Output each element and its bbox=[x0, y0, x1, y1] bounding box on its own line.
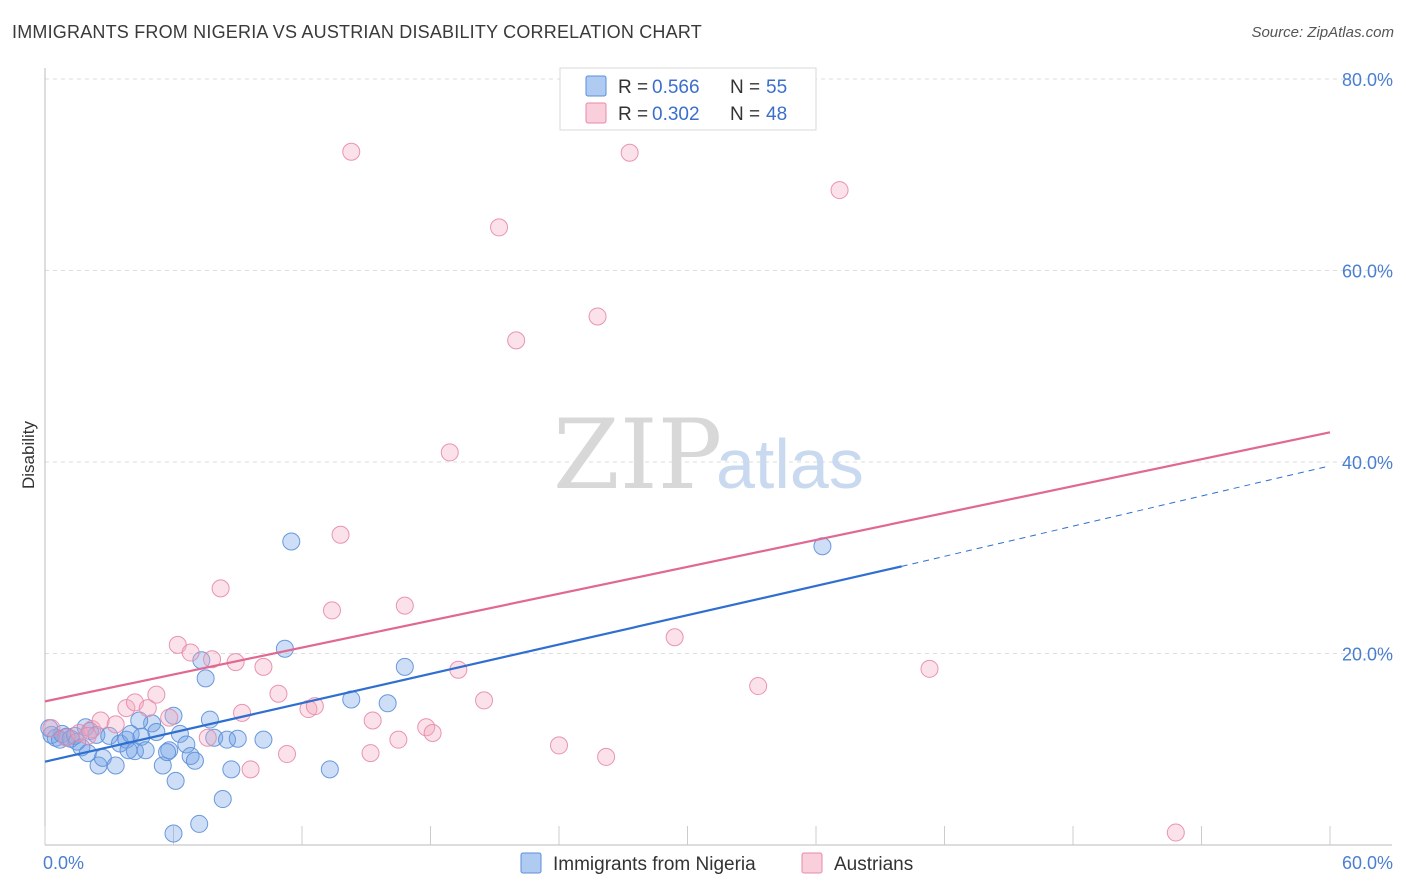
point-austrians-36 bbox=[490, 218, 509, 237]
series-legend-label-nigeria: Immigrants from Nigeria bbox=[553, 854, 756, 875]
point-austrians-39 bbox=[588, 307, 607, 326]
legend-r-value-austrians: 0.302 bbox=[652, 104, 700, 125]
point-austrians-28 bbox=[363, 711, 382, 730]
point-austrians-10 bbox=[160, 708, 179, 727]
trend-line-extension-nigeria bbox=[901, 465, 1331, 567]
point-austrians-44 bbox=[830, 181, 849, 200]
legend-n-label-nigeria: N = bbox=[730, 77, 760, 98]
point-nigeria-39 bbox=[275, 639, 294, 658]
point-austrians-41 bbox=[620, 143, 639, 162]
point-austrians-14 bbox=[203, 650, 222, 669]
legend-n-value-nigeria: 55 bbox=[766, 77, 787, 98]
point-nigeria-40 bbox=[282, 532, 301, 551]
point-austrians-13 bbox=[198, 728, 217, 747]
point-nigeria-49 bbox=[158, 743, 177, 762]
data-points bbox=[40, 142, 1185, 843]
point-austrians-30 bbox=[395, 596, 414, 615]
point-austrians-43 bbox=[749, 677, 768, 696]
y-tick-label-0: 20.0% bbox=[1342, 645, 1393, 665]
point-austrians-12 bbox=[181, 643, 200, 662]
legend-r-label-nigeria: R = bbox=[618, 77, 648, 98]
point-austrians-21 bbox=[278, 745, 297, 764]
stats-legend: R = 0.566 N = 55 R = 0.302 N = 48 bbox=[559, 67, 817, 131]
series-legend-label-austrians: Austrians bbox=[834, 854, 913, 875]
point-austrians-29 bbox=[389, 730, 408, 749]
trend-line-nigeria bbox=[44, 565, 902, 763]
y-tick-label-3: 80.0% bbox=[1342, 70, 1393, 90]
point-austrians-35 bbox=[475, 691, 494, 710]
point-austrians-0 bbox=[42, 719, 61, 738]
point-austrians-15 bbox=[211, 579, 230, 598]
point-austrians-32 bbox=[423, 723, 442, 742]
point-austrians-5 bbox=[106, 715, 125, 734]
point-austrians-18 bbox=[241, 760, 260, 779]
point-nigeria-24 bbox=[153, 756, 172, 775]
point-austrians-8 bbox=[138, 699, 157, 718]
point-austrians-20 bbox=[269, 684, 288, 703]
point-austrians-45 bbox=[920, 659, 939, 678]
point-nigeria-54 bbox=[130, 711, 149, 730]
point-austrians-47 bbox=[78, 726, 97, 745]
point-nigeria-32 bbox=[196, 669, 215, 688]
y-tick-label-2: 60.0% bbox=[1342, 262, 1393, 282]
point-austrians-9 bbox=[147, 685, 166, 704]
source-label: Source: ZipAtlas.com bbox=[1251, 24, 1394, 41]
point-nigeria-14 bbox=[100, 726, 119, 745]
chart-title: IMMIGRANTS FROM NIGERIA VS AUSTRIAN DISA… bbox=[12, 22, 702, 42]
point-austrians-37 bbox=[507, 331, 526, 350]
point-nigeria-46 bbox=[190, 814, 209, 833]
point-nigeria-21 bbox=[136, 741, 155, 760]
point-austrians-42 bbox=[665, 628, 684, 647]
legend-r-value-nigeria: 0.566 bbox=[652, 77, 700, 98]
point-nigeria-43 bbox=[378, 694, 397, 713]
point-austrians-25 bbox=[331, 525, 350, 544]
point-austrians-46 bbox=[1166, 823, 1185, 842]
trend-lines bbox=[44, 431, 1331, 763]
point-nigeria-15 bbox=[106, 756, 125, 775]
point-austrians-26 bbox=[342, 142, 361, 161]
point-nigeria-30 bbox=[185, 751, 204, 770]
point-nigeria-41 bbox=[320, 760, 339, 779]
point-austrians-19 bbox=[254, 657, 273, 676]
series-legend-swatch-austrians bbox=[801, 852, 823, 874]
watermark: ZIP atlas bbox=[553, 399, 864, 511]
point-austrians-24 bbox=[322, 601, 341, 620]
trend-line-austrians bbox=[44, 431, 1331, 703]
point-nigeria-36 bbox=[222, 760, 241, 779]
legend-r-label-austrians: R = bbox=[618, 104, 648, 125]
point-nigeria-47 bbox=[213, 790, 232, 809]
watermark-zip: ZIP bbox=[553, 399, 722, 511]
y-tick-labels: 20.0% 40.0% 60.0% 80.0% bbox=[1342, 70, 1393, 665]
point-nigeria-44 bbox=[395, 657, 414, 676]
legend-n-value-austrians: 48 bbox=[766, 104, 787, 125]
point-nigeria-48 bbox=[164, 824, 183, 843]
grid-lines bbox=[45, 78, 1392, 654]
point-austrians-40 bbox=[597, 747, 616, 766]
point-austrians-33 bbox=[440, 443, 459, 462]
y-axis-label: Disability bbox=[19, 420, 38, 489]
x-tick-labels: 0.0% 60.0% bbox=[43, 853, 1393, 873]
legend-swatch-austrians bbox=[585, 102, 607, 124]
legend-swatch-nigeria bbox=[585, 75, 607, 97]
point-nigeria-37 bbox=[228, 729, 247, 748]
point-nigeria-28 bbox=[177, 735, 196, 754]
x-tick-label-1: 60.0% bbox=[1342, 853, 1393, 873]
watermark-atlas: atlas bbox=[716, 425, 864, 503]
x-tick-label-0: 0.0% bbox=[43, 853, 84, 873]
series-legend: Immigrants from Nigeria Austrians bbox=[520, 852, 913, 875]
point-austrians-38 bbox=[550, 736, 568, 755]
legend-n-label-austrians: N = bbox=[730, 104, 760, 125]
point-austrians-4 bbox=[91, 711, 110, 730]
y-tick-label-1: 40.0% bbox=[1342, 453, 1393, 473]
series-legend-swatch-nigeria bbox=[520, 852, 542, 874]
point-nigeria-45 bbox=[166, 771, 185, 790]
point-austrians-27 bbox=[361, 744, 380, 763]
point-nigeria-38 bbox=[254, 730, 273, 749]
